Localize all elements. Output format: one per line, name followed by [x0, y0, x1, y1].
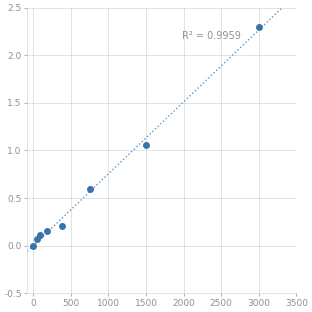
Point — [256, 24, 261, 29]
Point — [59, 223, 64, 228]
Point — [87, 186, 92, 191]
Point — [31, 243, 36, 248]
Text: R² = 0.9959: R² = 0.9959 — [182, 31, 241, 41]
Point — [34, 236, 39, 241]
Point — [45, 229, 50, 234]
Point — [38, 233, 43, 238]
Point — [144, 142, 149, 147]
